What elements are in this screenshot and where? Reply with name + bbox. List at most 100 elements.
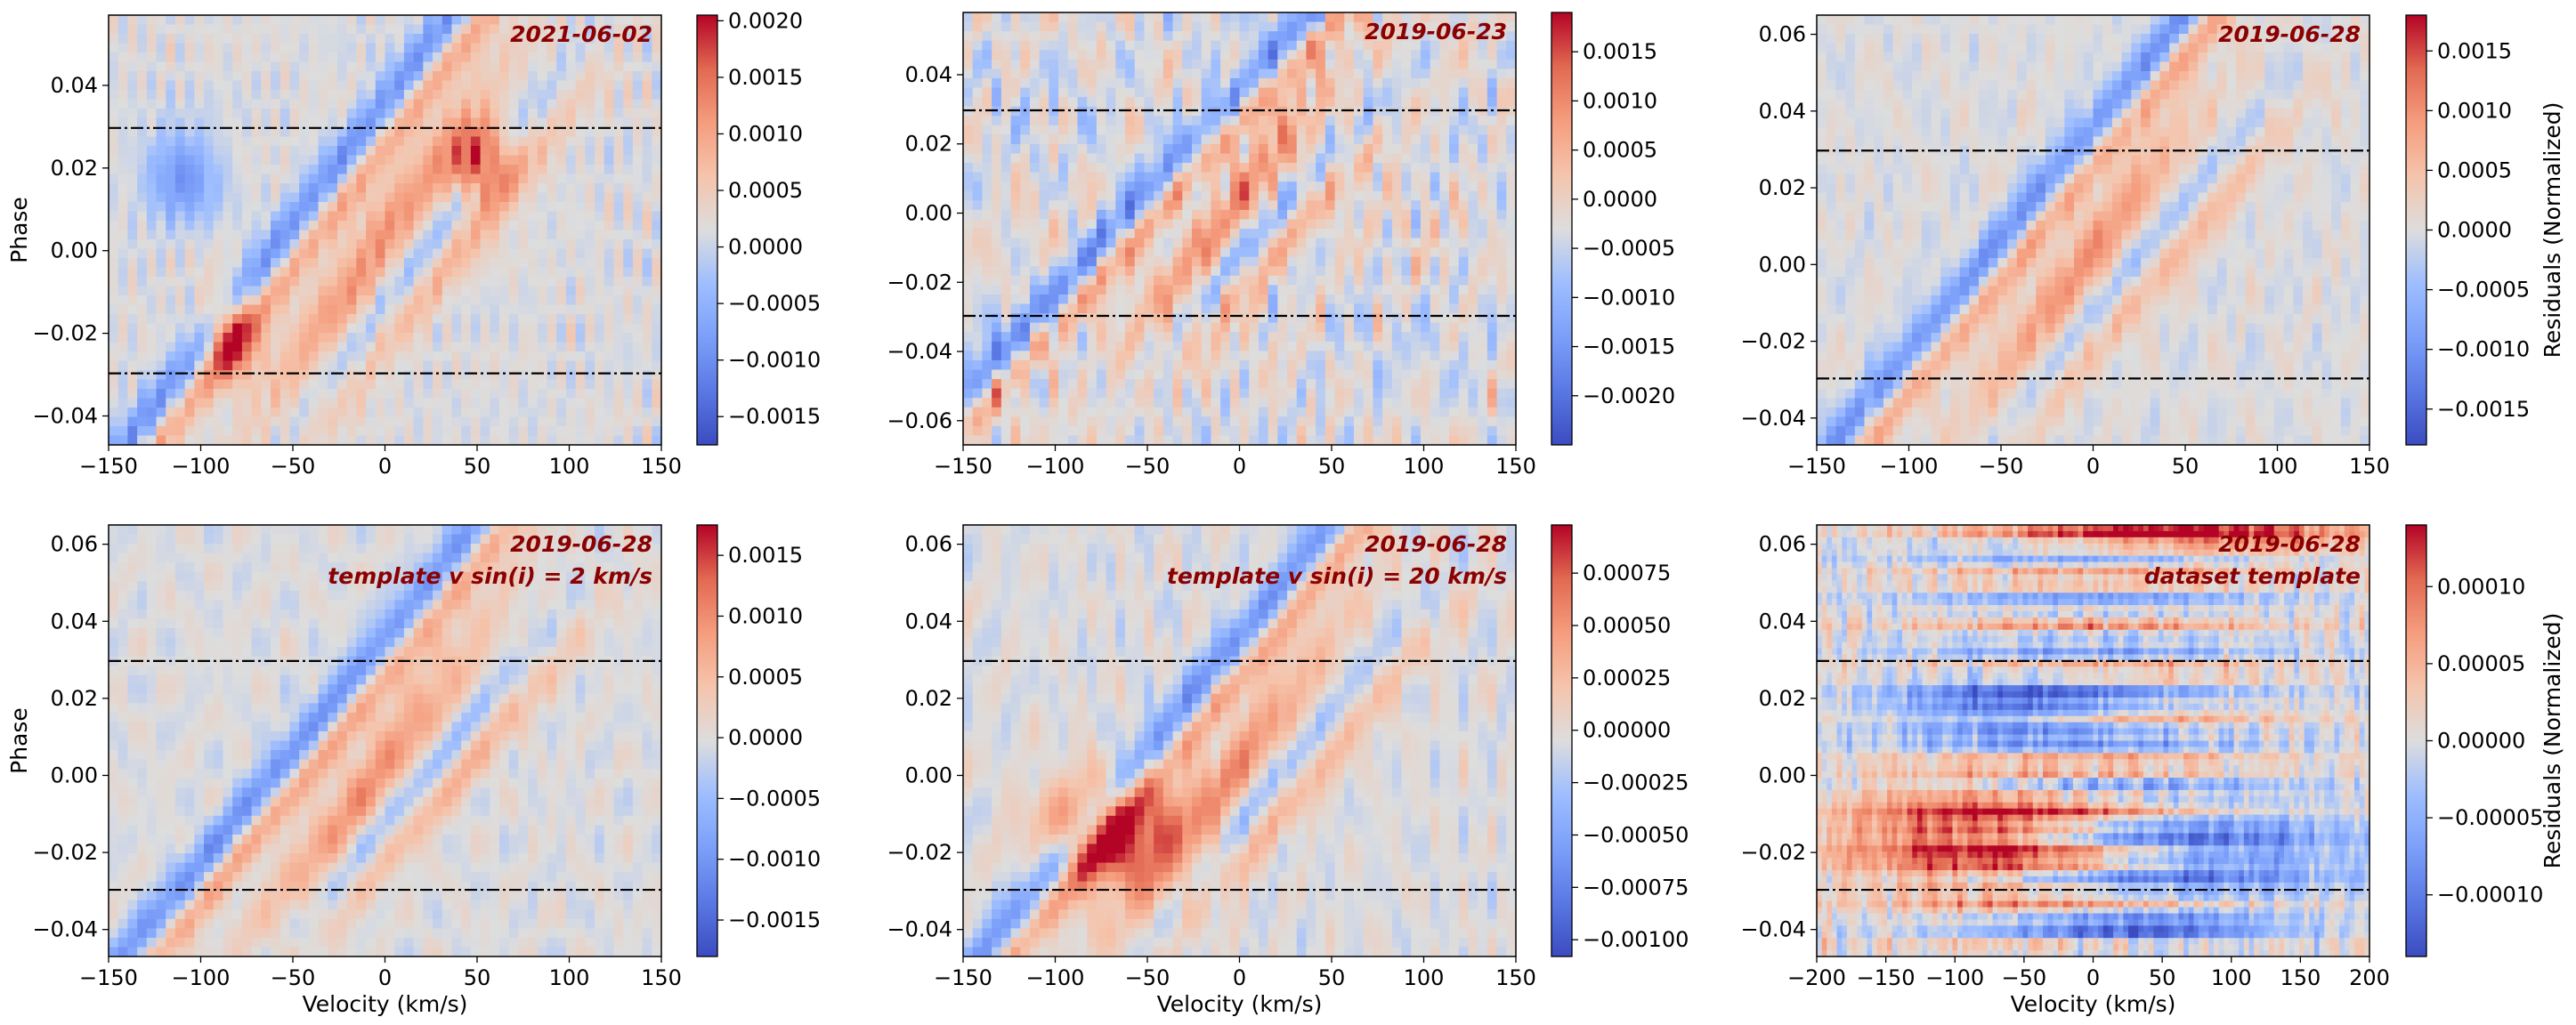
heatmap-cell xyxy=(470,370,482,381)
heatmap-cell xyxy=(1449,275,1460,286)
heatmap-cell xyxy=(595,24,605,35)
heatmap-cell xyxy=(1154,266,1164,277)
heatmap-cell xyxy=(1144,285,1154,295)
heatmap-cell xyxy=(1420,190,1431,201)
heatmap-cell xyxy=(174,52,186,63)
heatmap-cell xyxy=(470,136,482,147)
heatmap-cell xyxy=(1334,313,1345,324)
heatmap-cell xyxy=(1353,153,1365,164)
heatmap-cell xyxy=(595,416,605,427)
heatmap-cell xyxy=(623,426,634,437)
heatmap-cell xyxy=(1334,31,1345,42)
heatmap-cell xyxy=(603,136,615,147)
heatmap-cell xyxy=(213,230,224,240)
heatmap-cell xyxy=(1134,40,1146,51)
heatmap-cell xyxy=(982,332,992,343)
heatmap-cell xyxy=(1211,200,1221,211)
heatmap-cell xyxy=(394,435,405,446)
heatmap-cell xyxy=(1249,190,1260,201)
heatmap-cell xyxy=(1191,341,1203,351)
heatmap-cell xyxy=(204,34,215,44)
heatmap-cell xyxy=(109,174,119,184)
heatmap-cell xyxy=(127,286,138,296)
heatmap-cell xyxy=(613,370,624,381)
heatmap-cell xyxy=(1430,50,1440,61)
heatmap-cell xyxy=(204,286,215,296)
heatmap-cell xyxy=(992,190,1002,201)
heatmap-cell xyxy=(1344,116,1355,126)
heatmap-cell xyxy=(603,370,615,381)
heatmap-cell xyxy=(146,398,158,408)
heatmap-cell xyxy=(433,52,443,63)
heatmap-cell xyxy=(1430,351,1440,361)
heatmap-cell xyxy=(1478,303,1488,314)
heatmap-cell xyxy=(1154,50,1164,61)
heatmap-cell xyxy=(1373,143,1383,155)
heatmap-cell xyxy=(652,15,662,26)
heatmap-cell xyxy=(1287,106,1298,117)
heatmap-cell xyxy=(1029,190,1041,201)
heatmap-cell xyxy=(423,416,433,427)
heatmap-cell xyxy=(127,360,138,371)
heatmap-cell xyxy=(547,389,557,400)
heatmap-cell xyxy=(603,43,615,53)
heatmap-cell xyxy=(385,15,395,26)
heatmap-cell xyxy=(213,389,224,400)
heatmap-cell xyxy=(1468,332,1478,343)
heatmap-cell xyxy=(137,221,148,231)
heatmap-cell xyxy=(603,165,615,175)
heatmap-cell xyxy=(251,416,262,427)
heatmap-cell xyxy=(127,155,138,165)
heatmap-cell xyxy=(537,80,548,91)
heatmap-cell xyxy=(251,286,262,296)
heatmap-cell xyxy=(470,202,482,213)
heatmap-cell xyxy=(251,277,262,287)
heatmap-cell xyxy=(632,314,644,325)
heatmap-cell xyxy=(423,109,433,119)
heatmap-cell xyxy=(547,360,557,371)
heatmap-cell xyxy=(498,342,510,352)
heatmap-cell xyxy=(1058,209,1069,221)
heatmap-cell xyxy=(1316,369,1326,380)
heatmap-cell xyxy=(251,370,262,381)
heatmap-cell xyxy=(308,239,320,250)
heatmap-cell xyxy=(528,408,539,418)
heatmap-cell xyxy=(241,370,253,381)
heatmap-cell xyxy=(328,239,338,250)
heatmap-cell xyxy=(1506,369,1517,380)
heatmap-cell xyxy=(1172,294,1183,305)
heatmap-cell xyxy=(982,379,992,390)
heatmap-cell xyxy=(261,165,271,175)
heatmap-cell xyxy=(528,221,539,231)
heatmap-cell xyxy=(1344,125,1355,135)
heatmap-cell xyxy=(1220,163,1231,174)
heatmap-cell xyxy=(1249,134,1260,145)
heatmap-cell xyxy=(1106,359,1116,371)
heatmap-cell xyxy=(308,370,320,381)
heatmap-cell xyxy=(318,71,328,82)
heatmap-cell xyxy=(441,333,453,343)
heatmap-cell xyxy=(528,136,539,147)
heatmap-cell xyxy=(117,314,129,325)
heatmap-cell xyxy=(1020,134,1031,145)
heatmap-cell xyxy=(490,398,500,408)
heatmap-cell xyxy=(1058,247,1069,258)
heatmap-cell xyxy=(127,127,138,138)
heatmap-cell xyxy=(1277,59,1288,69)
heatmap-cell xyxy=(1154,40,1164,51)
heatmap-cell xyxy=(156,295,166,306)
heatmap-cell xyxy=(1411,275,1422,286)
heatmap-cell xyxy=(1401,31,1412,42)
heatmap-cell xyxy=(1506,21,1517,32)
heatmap-cell xyxy=(1000,59,1012,69)
heatmap-cell xyxy=(204,174,215,184)
heatmap-cell xyxy=(318,127,328,138)
heatmap-cell xyxy=(1106,247,1116,258)
heatmap-cell xyxy=(1344,229,1355,239)
heatmap-cell xyxy=(109,127,119,138)
heatmap-cell xyxy=(271,34,281,44)
heatmap-cell xyxy=(1067,163,1079,174)
heatmap-cell xyxy=(1029,351,1041,361)
heatmap-cell xyxy=(1096,69,1107,79)
heatmap-cell xyxy=(232,34,243,44)
